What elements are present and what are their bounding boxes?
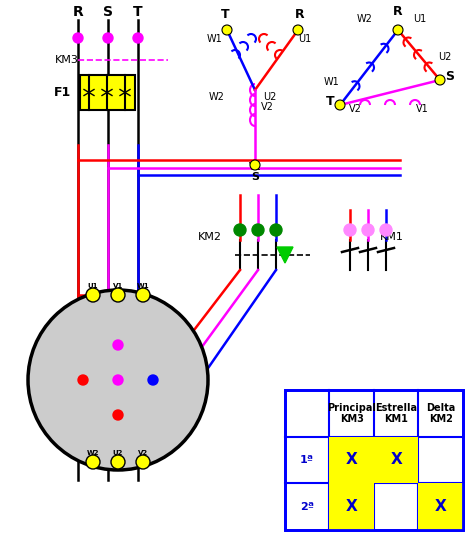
Text: Estrella
KM1: Estrella KM1 — [375, 403, 417, 424]
Text: W1: W1 — [137, 283, 149, 289]
Circle shape — [78, 375, 88, 385]
Circle shape — [113, 375, 123, 385]
Circle shape — [111, 455, 125, 469]
Circle shape — [435, 75, 445, 85]
Text: U2: U2 — [264, 92, 277, 102]
Circle shape — [148, 375, 158, 385]
Text: X: X — [346, 452, 357, 467]
Circle shape — [234, 224, 246, 236]
Text: X: X — [346, 499, 357, 514]
Text: V2: V2 — [261, 102, 273, 112]
Polygon shape — [277, 247, 293, 263]
Text: 1ª: 1ª — [300, 455, 314, 465]
Circle shape — [86, 288, 100, 302]
Text: Delta
KM2: Delta KM2 — [426, 403, 456, 424]
Text: U1: U1 — [298, 34, 311, 44]
FancyBboxPatch shape — [419, 483, 463, 530]
Text: V1: V1 — [113, 283, 123, 289]
Text: R: R — [295, 8, 305, 21]
Text: W2: W2 — [209, 92, 225, 102]
Circle shape — [393, 25, 403, 35]
Text: S: S — [446, 70, 455, 83]
Circle shape — [252, 224, 264, 236]
Circle shape — [270, 224, 282, 236]
Circle shape — [362, 224, 374, 236]
Circle shape — [111, 288, 125, 302]
Circle shape — [73, 33, 83, 43]
Text: V2: V2 — [138, 450, 148, 456]
Text: KM2: KM2 — [198, 232, 222, 242]
Text: KM1: KM1 — [380, 232, 404, 242]
Text: V2: V2 — [348, 104, 362, 114]
Text: KM3: KM3 — [55, 55, 79, 65]
Text: V1: V1 — [249, 162, 261, 172]
Text: 2ª: 2ª — [300, 502, 314, 512]
Text: V1: V1 — [416, 104, 428, 114]
Text: X: X — [391, 452, 402, 467]
FancyBboxPatch shape — [80, 75, 135, 110]
Circle shape — [86, 455, 100, 469]
Text: W2: W2 — [87, 450, 99, 456]
Text: T: T — [133, 5, 143, 19]
Circle shape — [113, 340, 123, 350]
Text: Principal
KM3: Principal KM3 — [328, 403, 376, 424]
Text: R: R — [73, 5, 83, 19]
Circle shape — [380, 224, 392, 236]
Text: T: T — [221, 8, 229, 21]
Text: W1: W1 — [207, 34, 223, 44]
Circle shape — [335, 100, 345, 110]
Circle shape — [344, 224, 356, 236]
FancyBboxPatch shape — [329, 437, 374, 483]
Circle shape — [222, 25, 232, 35]
Text: U2: U2 — [438, 52, 452, 62]
FancyBboxPatch shape — [329, 483, 374, 530]
Circle shape — [28, 290, 208, 470]
Text: W1: W1 — [324, 77, 340, 87]
Text: X: X — [435, 499, 447, 514]
FancyBboxPatch shape — [285, 390, 463, 530]
Circle shape — [136, 455, 150, 469]
Circle shape — [293, 25, 303, 35]
Text: S: S — [251, 172, 259, 182]
Text: U1: U1 — [413, 14, 427, 24]
Circle shape — [133, 33, 143, 43]
Text: U1: U1 — [88, 283, 98, 289]
FancyBboxPatch shape — [374, 437, 419, 483]
Text: W2: W2 — [357, 14, 373, 24]
Text: T: T — [326, 95, 334, 108]
Circle shape — [103, 33, 113, 43]
Text: F1: F1 — [55, 86, 72, 99]
Text: S: S — [103, 5, 113, 19]
Circle shape — [113, 410, 123, 420]
Circle shape — [136, 288, 150, 302]
Text: R: R — [393, 5, 403, 18]
Circle shape — [250, 160, 260, 170]
Text: U2: U2 — [113, 450, 123, 456]
